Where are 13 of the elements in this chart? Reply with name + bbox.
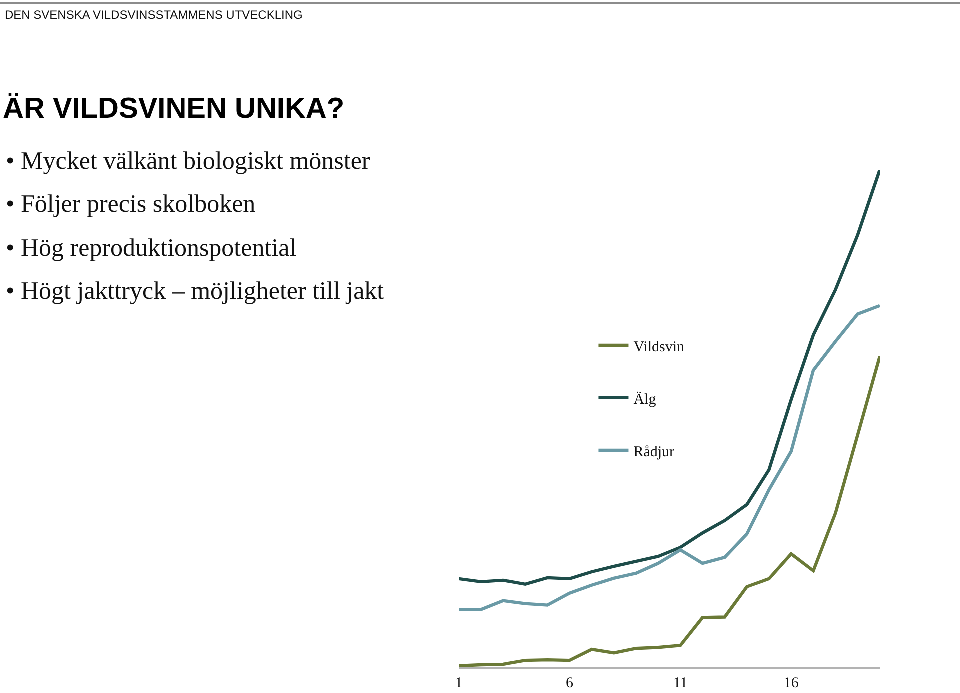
text: • Hög reproduktionspotential (6, 235, 297, 262)
x-tick-label: 11 (673, 675, 688, 692)
legend-label: Älg (634, 390, 657, 408)
text: • Högt jakttryck – möjligheter till jakt (6, 278, 384, 305)
text: • Mycket välkänt biologiskt mönster (6, 148, 371, 175)
legend-label: Rådjur (634, 444, 675, 460)
x-tick-label: 16 (784, 675, 800, 692)
x-tick-label: 6 (566, 675, 574, 692)
text: DEN SVENSKA VILDSVINSSTAMMENS UTVECKLING (5, 8, 303, 22)
x-tick-label: 1 (455, 675, 463, 692)
legend-label: Vildsvin (634, 339, 685, 356)
text: • Följer precis skolboken (6, 191, 256, 218)
text: ÄR VILDSVINEN UNIKA? (3, 93, 345, 126)
